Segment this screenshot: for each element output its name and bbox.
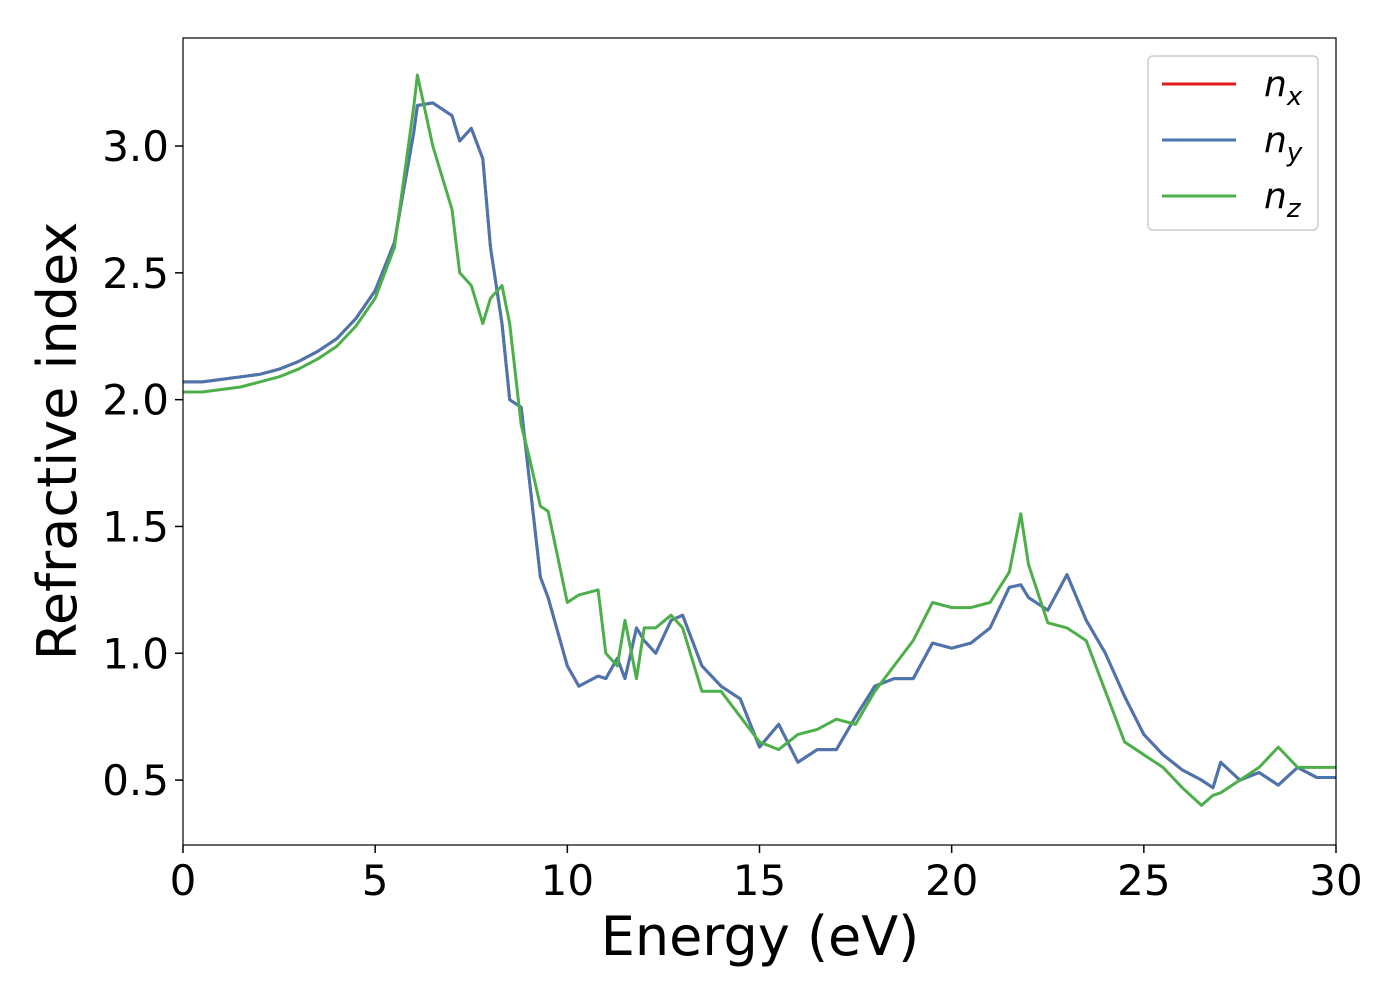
x-tick-label: 15: [733, 856, 786, 905]
legend-box: [1147, 55, 1319, 231]
legend-label: nx: [1264, 64, 1303, 112]
y-tick-label: 0.5: [102, 756, 169, 805]
x-tick-label: 25: [1117, 856, 1170, 905]
x-tick-label: 5: [362, 856, 389, 905]
y-tick-label: 3.0: [102, 122, 169, 171]
plot-frame: [182, 37, 1337, 846]
x-tick-label: 10: [541, 856, 594, 905]
y-tick-label: 2.0: [102, 376, 169, 425]
y-tick-label: 1.0: [102, 629, 169, 678]
y-tick-label: 1.5: [102, 502, 169, 551]
y-tick-label: 2.5: [102, 249, 169, 298]
x-axis-label: Energy (eV): [601, 905, 920, 968]
x-tick-label: 0: [170, 856, 197, 905]
series-line: [183, 101, 1336, 790]
legend-label: ny: [1264, 120, 1303, 168]
series-line: [183, 73, 1336, 807]
x-tick-label: 20: [925, 856, 978, 905]
x-tick-label: 30: [1309, 856, 1362, 905]
y-axis-label: Refractive index: [26, 222, 89, 661]
legend-label: nz: [1264, 176, 1302, 224]
